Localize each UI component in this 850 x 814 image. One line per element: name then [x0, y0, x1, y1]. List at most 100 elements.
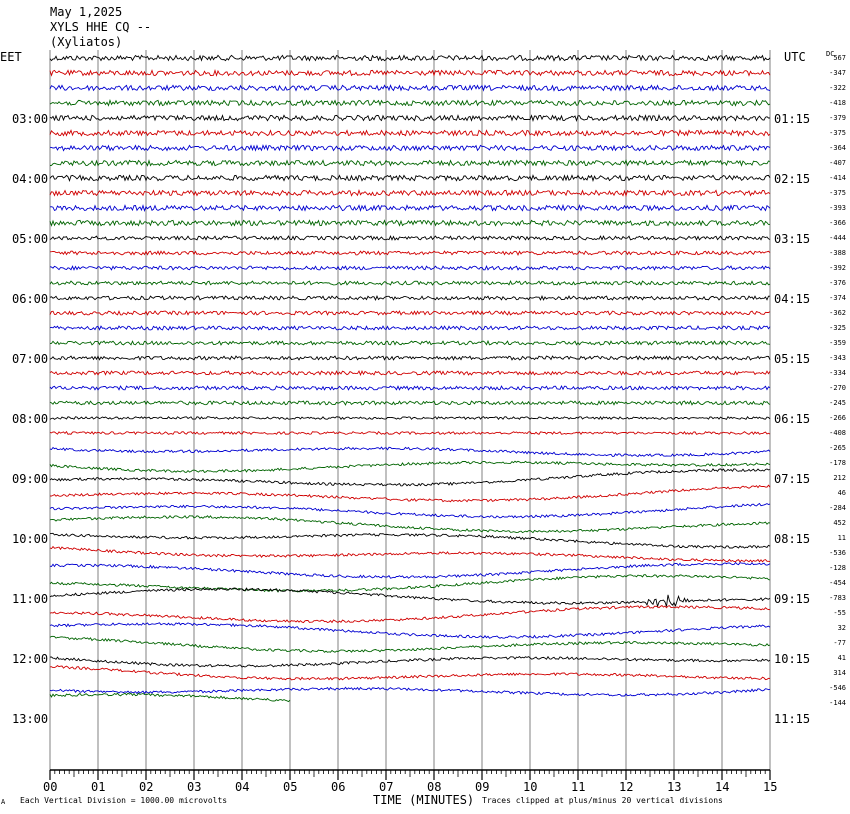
seismic-trace [49, 84, 771, 92]
seismic-trace [49, 574, 771, 593]
seismic-trace [49, 460, 771, 473]
seismic-trace [49, 114, 770, 122]
seismic-trace [49, 355, 771, 361]
dc-offset-value: 41 [837, 654, 846, 662]
dc-offset-value: -454 [829, 579, 846, 587]
x-tick-label: 06 [331, 780, 346, 794]
dc-offset-value: 46 [837, 489, 846, 497]
x-tick-label: 14 [715, 780, 730, 794]
dc-offset-value: -343 [829, 354, 846, 362]
x-tick-label: 00 [43, 780, 58, 794]
seismic-trace [49, 174, 771, 182]
dc-offset-value: -546 [829, 684, 846, 692]
right-hour-label: 03:15 [774, 232, 811, 246]
dc-offset-value: -375 [829, 189, 846, 197]
x-tick-label: 04 [235, 780, 250, 794]
station-code: XYLS HHE CQ -- [50, 20, 152, 34]
right-hour-label: 04:15 [774, 292, 811, 306]
right-timezone-label: UTC [784, 50, 806, 64]
dc-offset-value: -322 [829, 84, 846, 92]
seismic-trace [49, 430, 771, 436]
seismic-trace [49, 635, 771, 653]
x-tick-label: 15 [763, 780, 778, 794]
seismic-trace [49, 325, 771, 331]
x-axis-title: TIME (MINUTES) [373, 793, 475, 807]
left-hour-label: 09:00 [12, 472, 49, 486]
seismic-trace [49, 532, 771, 549]
right-hour-label: 09:15 [774, 592, 811, 606]
right-hour-label: 06:15 [774, 412, 811, 426]
x-tick-label: 13 [667, 780, 682, 794]
x-axis [49, 770, 771, 780]
x-tick-label: 11 [571, 780, 586, 794]
x-tick-label: 07 [379, 780, 394, 794]
dc-offset-value: -392 [829, 264, 846, 272]
dc-offset-value: -444 [829, 234, 846, 242]
left-hour-label: 10:00 [12, 532, 49, 546]
dc-offset-value: 212 [833, 474, 846, 482]
seismic-trace [49, 188, 771, 198]
seismic-trace [50, 484, 771, 503]
dc-offset-value: -77 [833, 639, 846, 647]
dc-offset-value: -376 [829, 279, 846, 287]
right-hour-label: 07:15 [774, 472, 811, 486]
dc-offset-value: -266 [829, 414, 846, 422]
right-hour-label: 02:15 [774, 172, 811, 186]
dc-offset-value: 567 [833, 54, 846, 62]
station-location: (Xyliatos) [50, 35, 123, 49]
dc-offset-value: -55 [833, 609, 846, 617]
left-hour-label: 03:00 [12, 112, 49, 126]
seismic-trace [49, 655, 771, 668]
x-tick-label: 10 [523, 780, 538, 794]
seismic-trace [49, 514, 771, 534]
dc-offset-value: -362 [829, 309, 846, 317]
seismic-trace [50, 339, 771, 346]
x-tick-label: 01 [91, 780, 106, 794]
dc-offset-value: -347 [829, 69, 846, 77]
dc-offset-value: 32 [837, 624, 846, 632]
dc-offset-value: -418 [829, 99, 846, 107]
seismic-trace [49, 159, 771, 167]
seismic-trace [49, 68, 771, 77]
dc-offset-value: -128 [829, 564, 846, 572]
dc-offset-value: -364 [829, 144, 846, 152]
seismic-trace [49, 250, 771, 256]
left-hour-label: 04:00 [12, 172, 49, 186]
left-timezone-label: EET [0, 50, 22, 64]
dc-offset-value: -388 [829, 249, 846, 257]
right-hour-label: 08:15 [774, 532, 811, 546]
seismic-trace [49, 219, 771, 227]
dc-offset-value: -536 [829, 549, 846, 557]
seismic-trace [49, 369, 771, 377]
left-hour-label: 08:00 [12, 412, 49, 426]
seismic-trace [49, 622, 771, 639]
seismic-trace [49, 265, 771, 271]
dc-offset-value: -407 [829, 159, 846, 167]
seismic-trace [49, 385, 771, 391]
left-hour-label: 07:00 [12, 352, 49, 366]
trace-lines [49, 54, 771, 703]
left-hour-label: 13:00 [12, 712, 49, 726]
dc-offset-value: -359 [829, 339, 846, 347]
right-hour-label: 11:15 [774, 712, 811, 726]
dc-offset-value: 11 [837, 534, 846, 542]
seismic-trace [49, 295, 770, 302]
right-hour-label: 01:15 [774, 112, 811, 126]
dc-offset-value: -375 [829, 129, 846, 137]
seismic-trace [49, 203, 771, 213]
seismic-trace [49, 587, 771, 609]
logo-mark: A [1, 798, 6, 806]
seismic-trace [49, 144, 771, 152]
dc-offset-value: -245 [829, 399, 846, 407]
dc-offset-value: -414 [829, 174, 846, 182]
right-hour-label: 05:15 [774, 352, 811, 366]
dc-offset-value: -379 [829, 114, 846, 122]
seismic-trace [49, 692, 291, 703]
dc-offset-value: -178 [829, 459, 846, 467]
seismic-trace [49, 468, 771, 487]
seismic-trace [49, 279, 771, 286]
minute-grid [49, 50, 771, 771]
left-hour-label: 06:00 [12, 292, 49, 306]
right-hour-label: 10:15 [774, 652, 811, 666]
